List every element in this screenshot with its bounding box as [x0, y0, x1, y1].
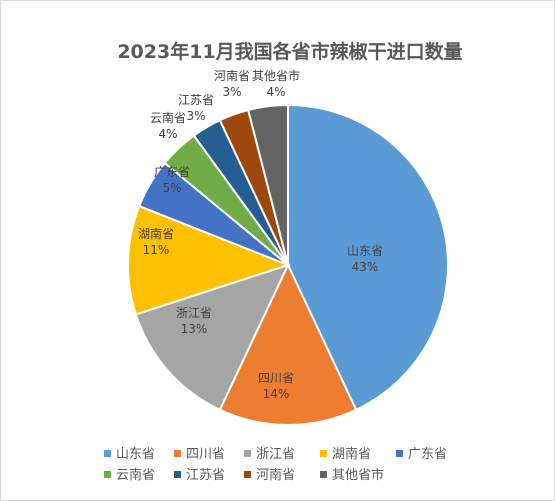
legend-label: 浙江省 [256, 447, 295, 462]
pie-slice-3 [134, 263, 290, 412]
slice-label-7: 江苏省 3% [178, 93, 214, 123]
slice-labels: 山东省 43% 四川省 14% 浙江省 13% 湖南省 11% 广东省 5% 云南省 4%江苏省 3%河… [138, 68, 383, 401]
slice-label-3: 浙江省 13% [176, 306, 212, 336]
legend-swatch [174, 450, 181, 457]
slice-label-4: 湖南省 11% [138, 226, 174, 257]
legend-label: 其他省市 [332, 467, 384, 483]
legend-label: 云南省 [116, 467, 155, 483]
legend-label: 湖南省 [332, 446, 371, 462]
legend-item-2: 四川省 [174, 447, 225, 462]
slice-label-8: 河南省 3% [214, 68, 250, 99]
legend-item-4: 湖南省 [320, 446, 371, 462]
legend-label: 江苏省 [186, 467, 225, 483]
legend-swatch [104, 450, 111, 457]
legend-swatch [244, 471, 251, 478]
pie-slices [127, 103, 449, 426]
slice-label-6: 云南省 4% [150, 110, 186, 141]
legend-item-9: 其他省市 [320, 467, 384, 483]
legend-item-7: 江苏省 [174, 467, 225, 483]
legend-label: 四川省 [186, 447, 225, 462]
legend-swatch [320, 450, 327, 457]
pie-slice-4 [127, 204, 291, 316]
slice-label-2: 四川省 14% [258, 371, 294, 401]
legend-swatch [396, 450, 403, 457]
chart-title: 2023年11月我国各省市辣椒干进口数量 [117, 40, 462, 63]
legend-item-8: 河南省 [244, 467, 295, 483]
legend-swatch [174, 471, 181, 478]
slice-label-9: 其他省市 4% [252, 68, 300, 99]
legend-label: 河南省 [256, 467, 295, 483]
pie-slice-1 [287, 103, 449, 412]
legend-item-3: 浙江省 [244, 447, 295, 462]
legend-swatch [104, 471, 111, 478]
legend-item-6: 云南省 [104, 467, 155, 483]
legend-swatch [320, 471, 327, 478]
pie-slice-9 [246, 103, 289, 266]
slice-label-5: 广东省 5% [154, 165, 190, 195]
pie-slice-2 [218, 262, 358, 426]
slice-label-1: 山东省 43% [347, 244, 383, 274]
legend-label: 广东省 [408, 447, 447, 462]
legend-label: 山东省 [116, 447, 155, 462]
legend-item-1: 山东省 [104, 447, 155, 462]
legend-swatch [244, 450, 251, 457]
legend-item-5: 广东省 [396, 447, 447, 462]
